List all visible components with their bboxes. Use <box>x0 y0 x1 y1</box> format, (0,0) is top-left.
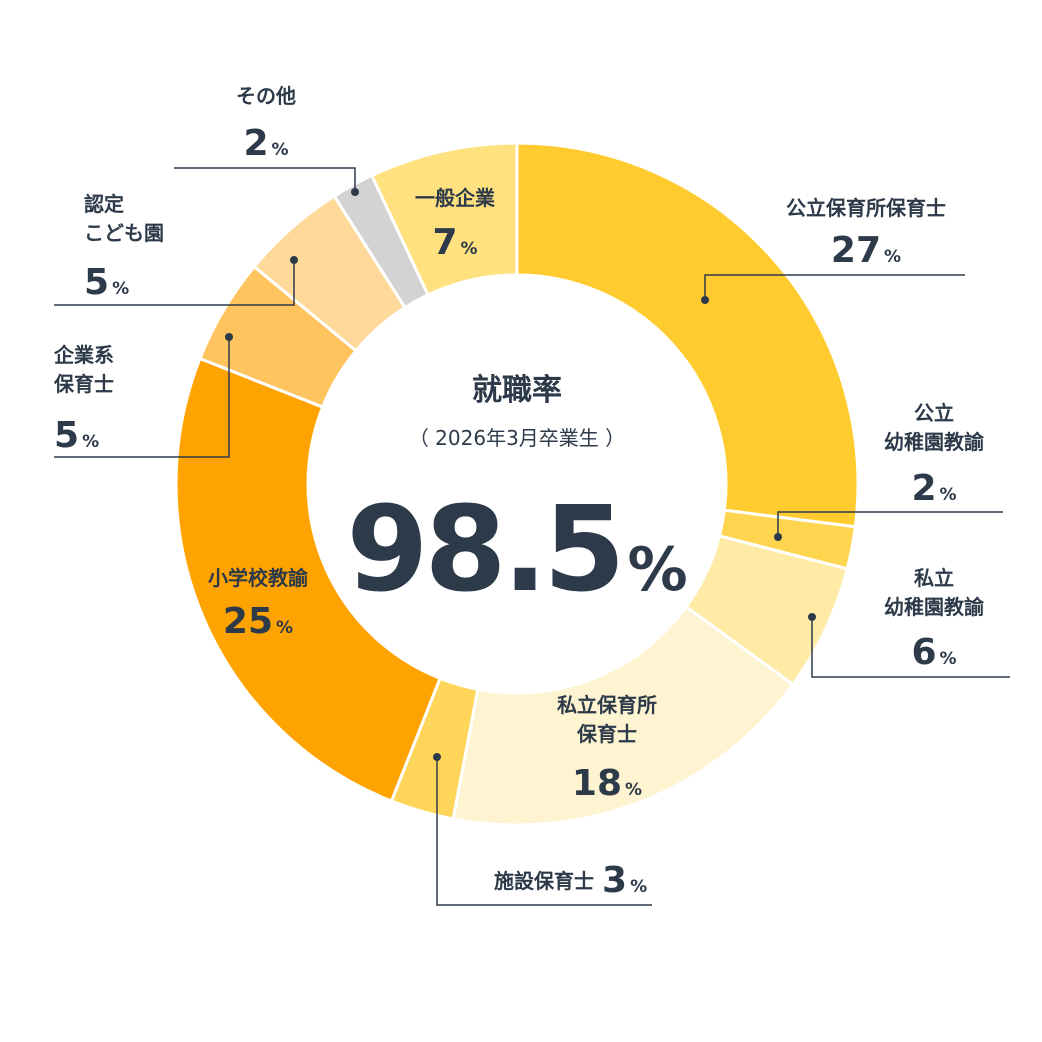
label-l7-line-1: こども園 <box>84 221 164 245</box>
leader-l8 <box>174 167 356 192</box>
label-l3-percent: 18% <box>572 763 642 804</box>
label-l0-percent-value: 27 <box>831 230 881 271</box>
label-l8-percent-value: 2 <box>243 123 268 164</box>
leader-l1-dot <box>774 533 782 541</box>
label-l3-line-0: 私立保育所 <box>557 693 657 717</box>
label-l9-percent: 7% <box>432 222 477 263</box>
label-l8-line-0: その他 <box>236 84 296 108</box>
leader-l6-dot <box>225 333 233 341</box>
slice-0 <box>515 141 860 529</box>
leader-l4-dot <box>433 753 441 761</box>
slice-5 <box>174 356 443 804</box>
label-l3-percent-value: 18 <box>572 763 622 804</box>
center-rate-value: 98.5 <box>346 480 621 618</box>
label-l3-line-1: 保育士 <box>576 722 637 746</box>
center-title: 就職率 <box>472 373 562 408</box>
label-l3-percent-unit: % <box>625 780 642 800</box>
label-l8-percent: 2% <box>243 123 288 164</box>
label-l1-line-0: 公立 <box>914 401 954 425</box>
label-l6-line-1: 保育士 <box>53 372 114 396</box>
label-l4-percent-unit: % <box>630 877 647 897</box>
label-l8: その他 2% <box>236 84 296 164</box>
leader-l2 <box>811 617 1010 678</box>
leader-l0 <box>704 274 965 300</box>
label-l6-percent-value: 5 <box>54 415 79 456</box>
donut-slices <box>174 141 860 827</box>
slice-9 <box>369 141 519 297</box>
leader-l8-dot <box>351 188 359 196</box>
label-l4: 施設保育士 3% <box>494 860 647 901</box>
leader-l7 <box>54 260 295 306</box>
label-l7-percent: 5% <box>84 262 129 303</box>
label-l0-line-0: 公立保育所保育士 <box>786 196 946 220</box>
label-l6-line-0: 企業系 <box>53 343 114 367</box>
label-l1-percent: 2% <box>911 468 956 509</box>
label-l5-percent-value: 25 <box>223 601 273 642</box>
label-l2-line-0: 私立 <box>914 566 954 590</box>
leader-l2-dot <box>808 613 816 621</box>
label-l1-percent-unit: % <box>940 485 957 505</box>
label-l4-percent-value: 3 <box>602 860 627 901</box>
label-l2-line-1: 幼稚園教諭 <box>884 595 985 619</box>
label-l7-percent-value: 5 <box>84 262 109 303</box>
label-l2-percent: 6% <box>911 632 956 673</box>
center-label: 就職率 （ 2026年3月卒業生 ） 98.5% <box>346 373 687 618</box>
label-l9-percent-unit: % <box>461 239 478 259</box>
label-l5-line-0: 小学校教諭 <box>208 566 309 590</box>
label-l6-percent-unit: % <box>82 432 99 452</box>
label-l7-percent-unit: % <box>112 279 129 299</box>
label-l0: 公立保育所保育士 27% <box>786 196 946 271</box>
center-rate-unit: % <box>628 535 688 605</box>
label-l0-percent: 27% <box>831 230 901 271</box>
leader-lines <box>54 167 1010 906</box>
leader-l7-dot <box>290 256 298 264</box>
slice-3 <box>451 604 795 827</box>
leader-l6 <box>54 337 230 458</box>
label-l7-line-0: 認定 <box>84 192 124 216</box>
label-l0-percent-unit: % <box>884 247 901 267</box>
label-l5-percent-unit: % <box>276 618 293 638</box>
label-l5: 小学校教諭 25% <box>208 566 309 642</box>
label-l2-percent-value: 6 <box>911 632 936 673</box>
leader-l1 <box>777 511 1003 537</box>
center-rate: 98.5% <box>346 480 687 618</box>
leader-l0-dot <box>701 296 709 304</box>
label-l5-percent: 25% <box>223 601 293 642</box>
label-l9-percent-value: 7 <box>432 222 457 263</box>
label-l1-percent-value: 2 <box>911 468 936 509</box>
label-l2-percent-unit: % <box>940 649 957 669</box>
label-l1-line-1: 幼稚園教諭 <box>884 430 985 454</box>
label-l4-line-0: 施設保育士 <box>494 869 594 893</box>
label-l8-percent-unit: % <box>272 140 289 160</box>
label-l4-percent: 3% <box>602 860 647 901</box>
label-l6-percent: 5% <box>54 415 99 456</box>
label-l9-line-0: 一般企業 <box>415 186 496 210</box>
label-l9: 一般企業 7% <box>415 186 496 263</box>
center-subtitle: （ 2026年3月卒業生 ） <box>409 426 625 450</box>
leader-l4 <box>436 757 652 906</box>
